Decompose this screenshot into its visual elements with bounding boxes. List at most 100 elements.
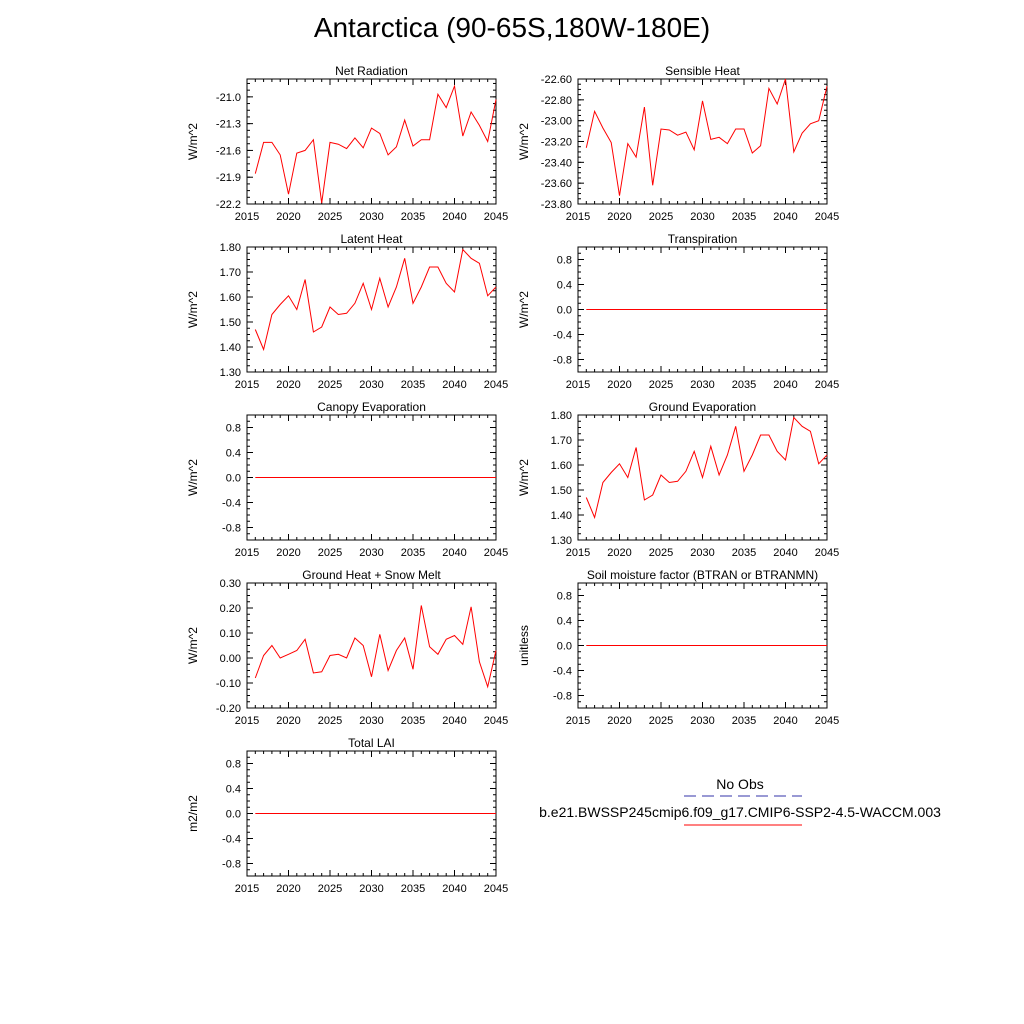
y-axis-label: W/m^2	[186, 291, 200, 328]
y-tick-label: -23.60	[541, 178, 572, 190]
y-tick-label: 1.80	[551, 410, 572, 422]
y-tick-label: -0.10	[216, 678, 241, 690]
y-tick-label: 1.40	[551, 510, 572, 522]
x-tick-label: 2030	[359, 379, 383, 391]
y-tick-label: -23.00	[541, 116, 572, 128]
x-tick-label: 2040	[773, 547, 797, 559]
chart-panel: Canopy Evaporation W/m^2 2015 2020 2025 2030 2…	[186, 400, 508, 559]
x-tick-label: 2020	[607, 211, 631, 223]
y-tick-label: 0.0	[226, 473, 241, 485]
x-tick-label: 2030	[359, 715, 383, 727]
x-tick-label: 2015	[235, 379, 259, 391]
chart-panel: Ground Heat + Snow Melt W/m^2 2015 2020 2025…	[186, 568, 508, 727]
x-tick-label: 2025	[649, 715, 673, 727]
legend-model-label: b.e21.BWSSP245cmip6.f09_g17.CMIP6-SSP2-4…	[539, 804, 941, 820]
y-tick-label: 0.20	[220, 603, 241, 615]
y-tick-label: 0.8	[226, 423, 241, 435]
panel-title: Canopy Evaporation	[317, 400, 426, 414]
y-tick-label: 1.40	[220, 342, 241, 354]
x-tick-label: 2045	[815, 547, 839, 559]
x-tick-label: 2015	[235, 547, 259, 559]
x-tick-label: 2025	[318, 883, 342, 895]
y-tick-label: 0.4	[226, 448, 241, 460]
x-tick-label: 2035	[401, 883, 425, 895]
x-tick-label: 2045	[484, 211, 508, 223]
y-axis-label: W/m^2	[186, 459, 200, 496]
chart-panel: Total LAI m2/m2 2015 2020 2025 2030 2035 2040 20…	[186, 736, 508, 895]
y-tick-label: 0.00	[220, 653, 241, 665]
x-tick-label: 2025	[318, 547, 342, 559]
x-tick-label: 2025	[649, 211, 673, 223]
y-axis-label: W/m^2	[517, 291, 531, 328]
x-tick-label: 2020	[276, 379, 300, 391]
x-tick-label: 2035	[401, 547, 425, 559]
x-tick-label: 2040	[442, 547, 466, 559]
x-tick-label: 2045	[484, 715, 508, 727]
x-tick-label: 2040	[442, 211, 466, 223]
legend: No Obs b.e21.BWSSP245cmip6.f09_g17.CMIP6…	[520, 776, 960, 828]
y-tick-label: 1.60	[551, 460, 572, 472]
chart-panel: Sensible Heat W/m^2 2015 2020 2025 2030 2035 20…	[517, 64, 839, 223]
y-tick-label: -21.9	[216, 172, 241, 184]
page-title: Antarctica (90-65S,180W-180E)	[313, 12, 711, 43]
y-tick-label: -0.8	[553, 355, 572, 367]
x-tick-label: 2045	[815, 379, 839, 391]
x-tick-label: 2040	[442, 379, 466, 391]
y-tick-label: -0.20	[216, 703, 241, 715]
legend-obs-label: No Obs	[716, 776, 764, 792]
y-tick-label: -0.4	[222, 834, 241, 846]
panel-title: Latent Heat	[340, 232, 403, 246]
y-tick-label: -21.6	[216, 145, 241, 157]
y-axis-label: W/m^2	[517, 459, 531, 496]
x-tick-label: 2015	[566, 211, 590, 223]
y-tick-label: -0.4	[553, 666, 572, 678]
x-tick-label: 2035	[401, 715, 425, 727]
y-tick-label: 0.0	[226, 809, 241, 821]
x-tick-label: 2040	[442, 883, 466, 895]
chart-panel: Latent Heat W/m^2 2015 2020 2025 2030 2035 2040…	[186, 232, 508, 391]
x-tick-label: 2035	[732, 547, 756, 559]
y-axis-label: W/m^2	[186, 627, 200, 664]
x-tick-label: 2045	[815, 211, 839, 223]
y-tick-label: 1.50	[220, 317, 241, 329]
x-tick-label: 2045	[484, 547, 508, 559]
series-line	[585, 416, 828, 520]
x-tick-label: 2025	[318, 211, 342, 223]
x-tick-label: 2040	[773, 211, 797, 223]
panel-title: Ground Heat + Snow Melt	[302, 568, 441, 582]
y-tick-label: 1.30	[551, 535, 572, 547]
x-tick-label: 2035	[401, 379, 425, 391]
x-tick-label: 2015	[566, 715, 590, 727]
x-tick-label: 2020	[607, 379, 631, 391]
x-tick-label: 2030	[359, 883, 383, 895]
chart-panel: Transpiration W/m^2 2015 2020 2025 2030 2035 20…	[517, 232, 839, 391]
x-tick-label: 2035	[732, 211, 756, 223]
y-axis-label: W/m^2	[186, 123, 200, 160]
y-tick-label: -0.8	[222, 859, 241, 871]
y-tick-label: -0.8	[222, 523, 241, 535]
y-axis-label: m2/m2	[186, 795, 200, 832]
y-tick-label: -21.0	[216, 92, 241, 104]
x-tick-label: 2025	[318, 715, 342, 727]
y-tick-label: 1.60	[220, 292, 241, 304]
y-tick-label: -22.2	[216, 199, 241, 211]
x-tick-label: 2030	[690, 211, 714, 223]
x-tick-label: 2015	[235, 211, 259, 223]
panel-title: Total LAI	[348, 736, 395, 750]
x-tick-label: 2020	[607, 547, 631, 559]
y-tick-label: -21.3	[216, 119, 241, 131]
x-tick-label: 2030	[690, 547, 714, 559]
x-tick-label: 2030	[359, 211, 383, 223]
y-tick-label: 0.0	[557, 305, 572, 317]
series-line	[254, 248, 497, 352]
y-tick-label: 0.8	[557, 255, 572, 267]
y-tick-label: -0.8	[553, 691, 572, 703]
y-tick-label: 0.30	[220, 578, 241, 590]
panel-title: Ground Evaporation	[649, 400, 756, 414]
y-axis-label: W/m^2	[517, 123, 531, 160]
plot-frame	[246, 78, 497, 205]
chart-panel: Soil moisture factor (BTRAN or BTRANMN) u…	[517, 568, 839, 727]
y-tick-label: -22.80	[541, 95, 572, 107]
x-tick-label: 2025	[649, 547, 673, 559]
y-tick-label: -23.20	[541, 137, 572, 149]
